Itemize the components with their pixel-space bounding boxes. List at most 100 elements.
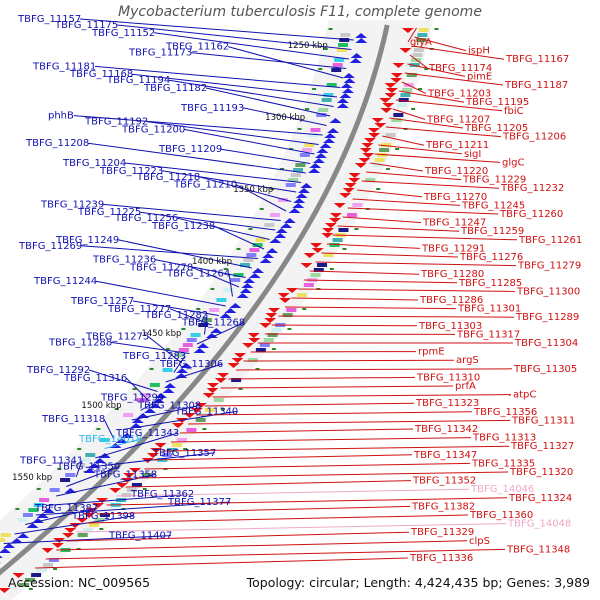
gc-skew-mark [132, 388, 137, 390]
reverse-gene-mark [128, 468, 141, 473]
right-gene-label: TBFG_11329 [410, 527, 474, 538]
cog-category-mark [288, 178, 299, 182]
right-connector-line [271, 324, 418, 327]
reverse-gene-mark [248, 338, 261, 343]
cog-category-mark [296, 293, 307, 297]
right-gene-label: TBFG_11260 [499, 209, 563, 220]
gc-skew-mark [202, 428, 207, 430]
cog-category-mark [43, 563, 54, 567]
right-gene-label: clpS [469, 536, 490, 547]
left-connector-line [88, 369, 158, 392]
reverse-gene-mark [86, 508, 99, 513]
cog-category-mark [313, 268, 324, 272]
gc-skew-mark [297, 128, 302, 130]
left-connector-line [191, 266, 240, 288]
cog-category-mark [412, 53, 423, 57]
left-connector-line [104, 438, 142, 449]
cog-category-mark [167, 448, 178, 452]
gc-skew-mark [220, 408, 225, 410]
forward-gene-mark [327, 128, 340, 133]
right-connector-line [342, 216, 422, 224]
reverse-gene-mark [348, 178, 361, 183]
right-gene-label: TBFG_11320 [509, 467, 573, 478]
forward-gene-mark [251, 268, 264, 273]
right-connector-line [179, 428, 414, 434]
cog-category-mark [39, 498, 50, 502]
forward-gene-mark [329, 118, 342, 123]
reverse-gene-mark [359, 148, 372, 153]
cog-category-mark [402, 88, 413, 92]
cog-category-mark [271, 328, 282, 332]
cog-category-mark [317, 263, 328, 267]
reverse-gene-mark [214, 378, 227, 383]
forward-gene-mark [336, 98, 349, 103]
left-connector-line [203, 314, 208, 335]
right-gene-label: TBFG_11286 [419, 295, 483, 306]
reverse-gene-mark [150, 448, 163, 453]
left-connector-line [131, 404, 201, 421]
gc-skew-mark [259, 208, 264, 210]
left-gene-label: TBFG_11283 [122, 351, 186, 362]
left-gene-label: TBFG_11244 [33, 276, 97, 287]
left-gene-label: TBFG_11299 [100, 393, 164, 404]
cog-category-mark [176, 438, 187, 442]
kbp-tick-label: 1400 kbp [192, 257, 232, 267]
gc-skew-mark [328, 28, 333, 30]
right-connector-line [412, 45, 505, 60]
gc-skew-mark [376, 188, 381, 190]
cog-category-mark [195, 418, 206, 422]
reverse-gene-mark [342, 188, 355, 193]
gc-skew-mark [424, 68, 429, 70]
cog-category-mark [149, 383, 160, 387]
left-gene-label: TBFG_11308 [137, 400, 201, 411]
right-gene-label: atpC [513, 390, 536, 401]
reverse-gene-mark [390, 78, 403, 83]
forward-gene-mark [309, 163, 322, 168]
right-connector-line [66, 531, 410, 542]
left-gene-label: TBFG_11278 [129, 262, 193, 273]
right-connector-line [347, 207, 499, 215]
forward-gene-mark [340, 83, 353, 88]
cog-category-mark [269, 213, 280, 217]
right-connector-line [76, 523, 507, 533]
right-connector-line [321, 252, 459, 258]
left-gene-label: TBFG_11239 [40, 199, 104, 210]
left-connector-line [79, 18, 354, 41]
right-gene-label: TBFG_11291 [421, 243, 485, 254]
reverse-gene-mark [324, 223, 337, 228]
gc-skew-mark [342, 248, 347, 250]
left-gene-label: TBFG_11264 [166, 268, 230, 279]
cog-category-mark [190, 333, 201, 337]
right-gene-label: TBFG_11303 [418, 321, 482, 332]
right-connector-line [284, 306, 457, 310]
gc-skew-mark [181, 328, 186, 330]
right-connector-line [315, 261, 517, 267]
reverse-gene-mark [382, 103, 395, 108]
left-connector-line [235, 184, 287, 212]
reverse-gene-mark [206, 388, 219, 393]
gc-skew-mark [76, 548, 81, 550]
cog-category-mark [318, 108, 329, 112]
right-connector-line [366, 171, 462, 181]
left-gene-label: TBFG_11152 [91, 28, 155, 39]
cog-category-mark [329, 243, 340, 247]
cog-category-mark [49, 488, 60, 492]
left-connector-line [169, 308, 212, 326]
reverse-gene-mark [115, 483, 128, 488]
left-gene-label: TBFG_11362 [130, 489, 194, 500]
cog-category-mark [198, 323, 209, 327]
reverse-gene-mark [363, 138, 376, 143]
right-connector-line [212, 394, 512, 398]
cog-category-mark [142, 473, 153, 477]
left-connector-line [220, 148, 311, 164]
left-connector-line [131, 73, 338, 98]
right-gene-label: TBFG_11289 [515, 312, 579, 323]
left-connector-line [173, 355, 186, 373]
left-gene-label: TBFG_11257 [70, 296, 134, 307]
cog-category-mark [0, 533, 11, 537]
right-connector-line [414, 36, 467, 52]
forward-gene-mark [293, 198, 306, 203]
cog-category-mark [259, 343, 270, 347]
cog-category-mark [60, 478, 71, 482]
